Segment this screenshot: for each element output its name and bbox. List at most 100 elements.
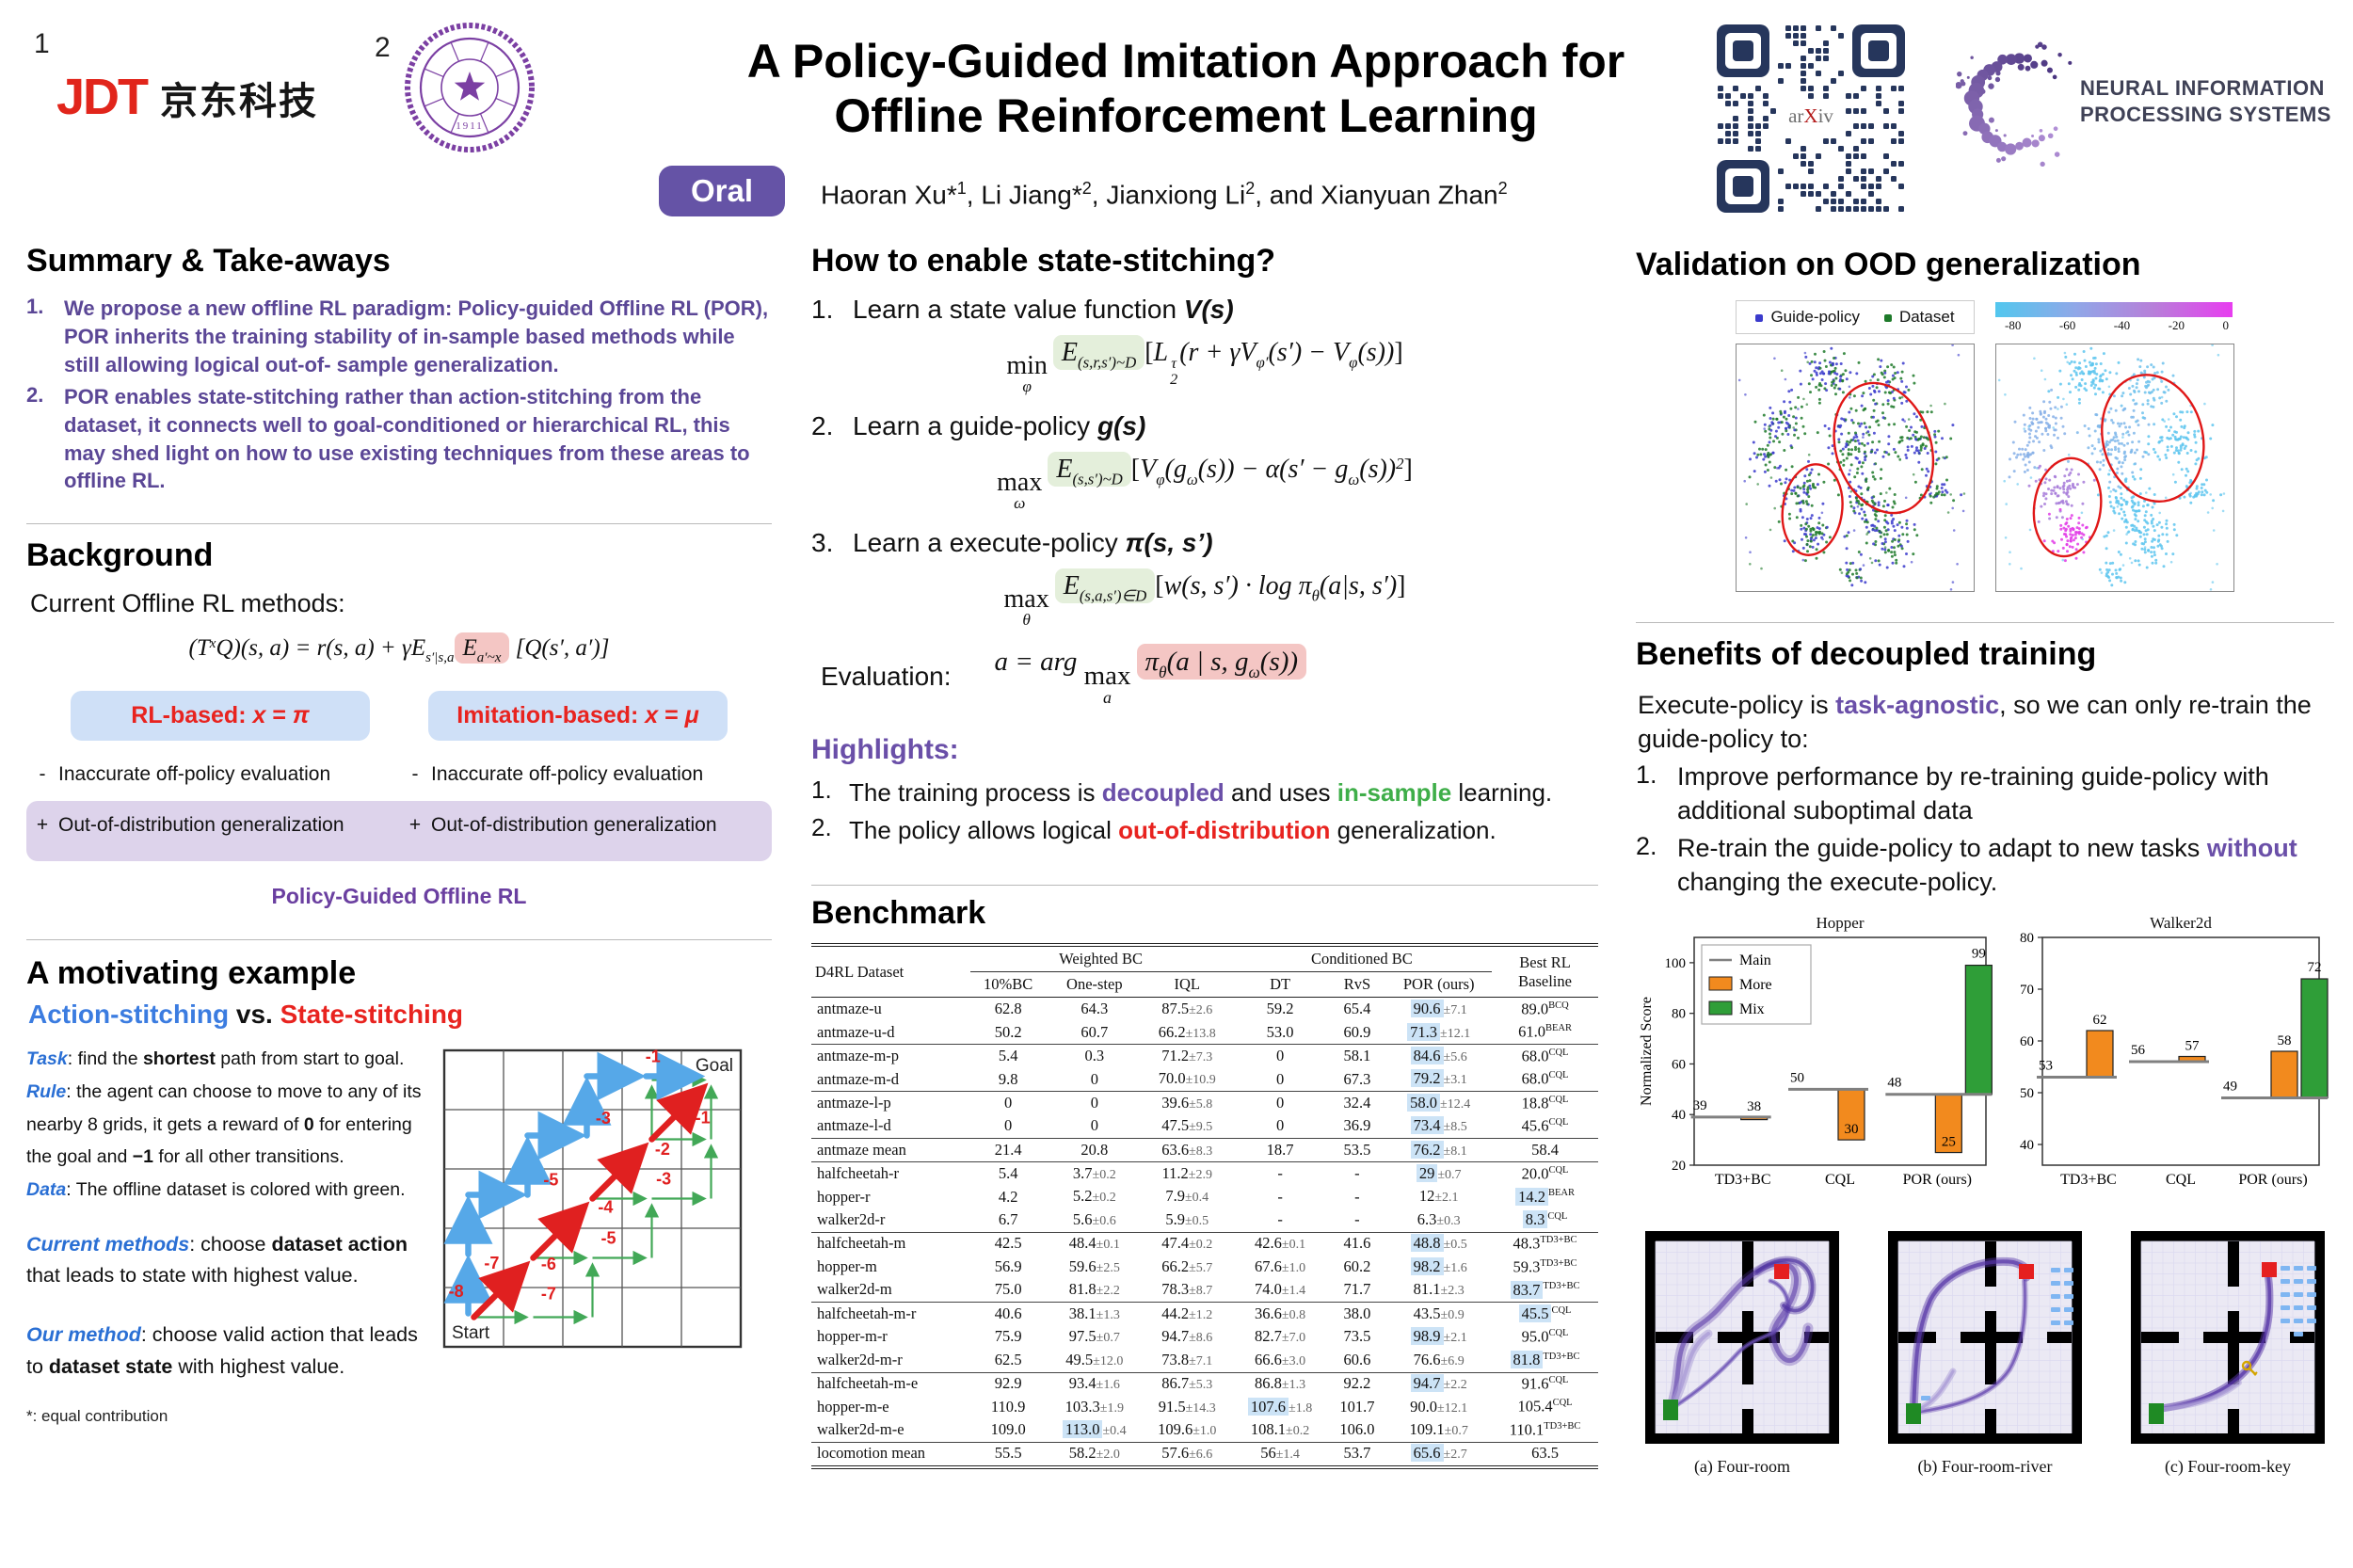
svg-text:40: 40	[2020, 1138, 2034, 1153]
table-row: halfcheetah-m-e 92.9 93.4±1.6 86.7±5.3 86.8±…	[811, 1371, 1598, 1396]
svg-text:-3: -3	[596, 1109, 611, 1128]
dataset-dot-icon	[1883, 314, 1892, 322]
tsne-panel-value-colored	[1995, 344, 2234, 592]
maze-caption: (c) Four-room-key	[2164, 1456, 2292, 1476]
benchmark-table: D4RL Dataset Weighted BC Conditioned BC Bes…	[811, 943, 1598, 1469]
svg-text:99: 99	[1972, 946, 1986, 961]
svg-text:100: 100	[1665, 955, 1687, 970]
benchmark-results-table: D4RL Dataset Weighted BC Conditioned BC Bes…	[811, 943, 1598, 1469]
current-methods-paragraph: Current methods: choose dataset action t…	[26, 1232, 408, 1287]
column-left: Summary & Take-aways 1. We propose a new …	[26, 243, 772, 1426]
highlights-title: Highlights:	[811, 733, 959, 765]
column-middle: How to enable state-stitching? 1. Learn a…	[811, 243, 1598, 1469]
table-row: walker2d-m 75.0 81.8±2.2 78.3±8.7 74.0±1.4 71…	[817, 1280, 1580, 1299]
svg-text:25: 25	[1942, 1134, 1956, 1149]
con-right: Inaccurate off-policy evaluation	[431, 763, 704, 786]
svg-text:40: 40	[1672, 1108, 1686, 1123]
table-row: walker2d-m-e 109.0 113.0 ±0.4 109.6±1.0 108.1…	[817, 1420, 1581, 1439]
svg-text:53: 53	[2039, 1058, 2053, 1073]
pros-band: Out-of-distribution generalization Out-o…	[26, 801, 772, 862]
benefits-intro: Execute-policy is task-agnostic, so we c…	[1638, 691, 2312, 754]
tsinghua-university-seal: 1911	[405, 23, 535, 152]
tsne-colorbar: -80 -60 -40 -20 0	[1995, 302, 2233, 333]
four-room-figure: (c) Four-room-key	[2128, 1228, 2328, 1477]
svg-text:POR (ours): POR (ours)	[1903, 1172, 1972, 1188]
table-row: hopper-r 4.2 5.2±0.2 7.9±0.4- -12±2.1 14.2 BEA…	[817, 1187, 1575, 1206]
cons-row: Inaccurate off-policy evaluation Inaccur…	[26, 763, 772, 786]
tsne-legend: Guide-policy Dataset	[1736, 300, 1975, 334]
svg-text:TD3+BC: TD3+BC	[2060, 1172, 2117, 1188]
neurips-text-line2: PROCESSING SYSTEMS	[2080, 102, 2331, 126]
svg-text:50: 50	[2020, 1086, 2034, 1101]
table-row: hopper-m 56.9 59.6±2.5 66.2±5.7 67.6±1.0 60.2…	[817, 1256, 1577, 1276]
legend-item-dataset: Dataset	[1883, 308, 1955, 327]
affiliation-mark-1: 1	[34, 28, 50, 59]
svg-text:60: 60	[1672, 1057, 1686, 1072]
svg-text:-6: -6	[541, 1255, 556, 1273]
svg-text:-5: -5	[601, 1228, 616, 1247]
example-text: Task: find the shortest path from start …	[26, 1043, 429, 1426]
stitching-grid-figure: -8 -7 -7 -6 -5 -5 -4 -3 -3 -2 -1 -1 Goal Start	[442, 1048, 743, 1349]
maze-caption: (b) Four-room-river	[1917, 1456, 2053, 1476]
rl-based-box: RL-based: x = π	[71, 691, 370, 742]
jd-logo-chinese: 京东科技	[160, 81, 319, 122]
affiliation-mark-2: 2	[375, 32, 391, 63]
svg-text:arXiv: arXiv	[1788, 104, 1833, 127]
table-row: hopper-m-e 110.9 103.3±1.9 91.5±14.3 107.6 ±1…	[817, 1397, 1573, 1416]
evaluation-formula: a = arg max a πθ(a | s, gω(s))	[995, 644, 1307, 706]
svg-text:70: 70	[2020, 983, 2034, 998]
method-steps: 1. Learn a state value function V(s) min φ E…	[811, 295, 1413, 629]
svg-text:60: 60	[2020, 1034, 2034, 1049]
tsne-panel-guide-vs-dataset	[1736, 344, 1975, 592]
bellman-operator-formula: (TxQ)(s, a) = r(s, a) + γEs′|s,a Ea′~x [Q…	[26, 632, 772, 666]
ood-title: Validation on OOD generalization	[1636, 247, 2141, 282]
svg-text:Walker2d: Walker2d	[2150, 914, 2212, 932]
svg-text:Normalized Score: Normalized Score	[1639, 997, 1655, 1106]
summary-title: Summary & Take-aways	[26, 243, 391, 279]
svg-text:-5: -5	[543, 1171, 558, 1190]
svg-text:Mix: Mix	[1739, 1001, 1765, 1017]
data-paragraph: Data: The offline dataset is colored wit…	[26, 1178, 406, 1200]
method-boxes: RL-based: x = π Imitation-based: x = μ	[26, 691, 772, 742]
example-title: A motivating example	[26, 955, 357, 992]
svg-text:CQL: CQL	[1825, 1172, 1855, 1188]
svg-text:80: 80	[1672, 1006, 1686, 1021]
pro-left: Out-of-distribution generalization	[58, 814, 344, 837]
background-title: Background	[26, 537, 214, 574]
highlights-list: 1. The training process is decoupled and …	[811, 775, 1553, 844]
jd-technology-logo: JDT 京东科技	[56, 68, 318, 126]
svg-text:-3: -3	[656, 1169, 671, 1188]
svg-text:48: 48	[1887, 1075, 1901, 1090]
svg-text:30: 30	[1845, 1122, 1859, 1137]
svg-text:-7: -7	[541, 1285, 556, 1304]
table-row: halfcheetah-m-r 40.6 38.1±1.3 44.2±1.2 36.6±…	[811, 1302, 1598, 1326]
task-paragraph: Task: find the shortest path from start …	[26, 1048, 405, 1070]
svg-text:-4: -4	[598, 1198, 613, 1217]
background-intro: Current Offline RL methods:	[30, 589, 345, 618]
svg-text:Goal: Goal	[696, 1056, 733, 1076]
table-row: antmaze-u 62.8 64.3 87.5±2.6 59.2 65.4 90.6 ±7.…	[817, 1000, 1569, 1018]
table-row: antmaze mean 21.4 20.8 63.6±8.3 18.7 53.5 76.2…	[811, 1138, 1598, 1162]
svg-text:-8: -8	[449, 1282, 464, 1301]
table-row: halfcheetah-m 42.5 48.4±0.1 47.4±0.2 42.6±0.…	[811, 1231, 1598, 1256]
table-row: antmaze-l-p 0 0 39.6±5.8 0 32.4 58.0 ±12.4 18.8C…	[811, 1091, 1598, 1115]
table-row: hopper-m-r 75.9 97.5±0.7 94.7±8.6 82.7±7.0 73…	[817, 1327, 1569, 1346]
imitation-based-box: Imitation-based: x = μ	[428, 691, 728, 742]
guide-policy-dot-icon	[1755, 314, 1764, 322]
svg-text:-2: -2	[655, 1140, 670, 1159]
table-row: antmaze-m-d 9.8 0 70.0±10.9 0 67.3 79.2 ±3.1 68.…	[817, 1069, 1569, 1088]
authors-line: Haoran Xu*1, Li Jiang*2, Jianxiong Li2, …	[821, 179, 1508, 210]
four-room-figure: (a) Four-room	[1642, 1228, 1842, 1477]
svg-text:50: 50	[1790, 1070, 1804, 1085]
equal-contribution-footnote: *: equal contribution	[26, 1406, 168, 1425]
con-left: Inaccurate off-policy evaluation	[58, 763, 331, 786]
svg-text:38: 38	[1747, 1098, 1761, 1113]
evaluation-label: Evaluation:	[821, 661, 952, 691]
four-room-figures: (a) Four-room (b) Four-room-river (c) Four…	[1636, 1228, 2334, 1477]
svg-text:20: 20	[1672, 1159, 1686, 1174]
divider	[811, 885, 1598, 887]
arxiv-qr-code: arXiv	[1717, 24, 1905, 213]
divider	[26, 939, 772, 941]
method-title: How to enable state-stitching?	[811, 243, 1276, 279]
